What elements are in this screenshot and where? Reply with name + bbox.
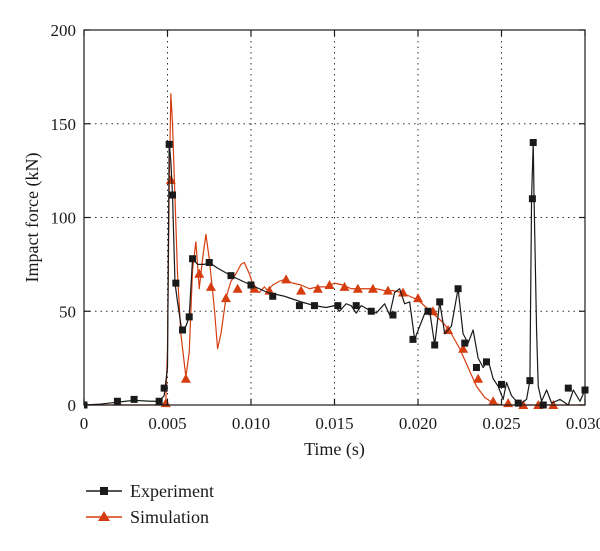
data-point-experiment <box>189 255 196 262</box>
data-point-experiment <box>368 308 375 315</box>
data-point-experiment <box>248 282 255 289</box>
y-tick-label: 200 <box>51 21 77 40</box>
data-point-simulation <box>413 293 423 302</box>
data-point-experiment <box>389 312 396 319</box>
y-axis-title: Impact force (kN) <box>22 153 43 283</box>
data-point-experiment <box>526 377 533 384</box>
data-point-experiment <box>425 308 432 315</box>
data-point-simulation <box>324 280 334 289</box>
y-tick-label: 0 <box>68 396 77 415</box>
data-point-simulation <box>503 398 513 407</box>
data-point-experiment <box>431 342 438 349</box>
x-tick-label: 0.020 <box>399 414 437 433</box>
data-point-experiment <box>334 302 341 309</box>
data-point-experiment <box>269 293 276 300</box>
data-point-simulation <box>473 374 483 383</box>
data-point-experiment <box>131 396 138 403</box>
data-point-simulation <box>194 269 204 278</box>
grid <box>84 30 585 405</box>
data-point-experiment <box>461 340 468 347</box>
data-point-simulation <box>221 293 231 302</box>
data-point-experiment <box>529 195 536 202</box>
data-point-experiment <box>166 141 173 148</box>
data-point-experiment <box>206 259 213 266</box>
data-point-simulation <box>181 374 191 383</box>
legend-simulation-marker <box>98 511 110 521</box>
data-point-experiment <box>498 381 505 388</box>
data-point-experiment <box>156 398 163 405</box>
x-axis-title: Time (s) <box>304 439 365 460</box>
data-point-experiment <box>353 302 360 309</box>
legend-experiment-label: Experiment <box>130 481 214 501</box>
data-point-simulation <box>281 274 291 283</box>
y-tick-label: 100 <box>51 209 77 228</box>
data-point-experiment <box>296 302 303 309</box>
data-point-experiment <box>473 364 480 371</box>
axis-ticks: 0 0.005 0.010 0.015 0.020 0.025 0.030 0 50 100 150… <box>51 21 600 433</box>
x-tick-label: 0.030 <box>566 414 600 433</box>
data-point-experiment <box>161 385 168 392</box>
data-point-experiment <box>227 272 234 279</box>
y-tick-label: 150 <box>51 115 77 134</box>
x-tick-label: 0.015 <box>315 414 353 433</box>
data-point-simulation <box>340 282 350 291</box>
data-point-experiment <box>114 398 121 405</box>
data-point-experiment <box>530 139 537 146</box>
data-point-experiment <box>455 285 462 292</box>
legend-entry-simulation: Simulation <box>86 507 209 527</box>
data-point-experiment <box>172 280 179 287</box>
y-tick-label: 50 <box>59 302 76 321</box>
data-point-experiment <box>565 385 572 392</box>
legend-entry-experiment: Experiment <box>86 481 214 501</box>
x-tick-label: 0.005 <box>148 414 186 433</box>
data-point-experiment <box>483 358 490 365</box>
data-point-experiment <box>436 298 443 305</box>
x-tick-label: 0.010 <box>232 414 270 433</box>
data-point-experiment <box>179 327 186 334</box>
x-tick-label: 0 <box>80 414 89 433</box>
data-point-experiment <box>186 313 193 320</box>
legend-experiment-marker <box>100 487 108 495</box>
data-point-simulation <box>206 282 216 291</box>
data-point-experiment <box>409 336 416 343</box>
data-point-experiment <box>311 302 318 309</box>
data-point-experiment <box>169 192 176 199</box>
legend-simulation-label: Simulation <box>130 507 209 527</box>
x-tick-label: 0.025 <box>482 414 520 433</box>
data-point-simulation <box>233 284 243 293</box>
legend: Experiment Simulation <box>86 481 214 527</box>
